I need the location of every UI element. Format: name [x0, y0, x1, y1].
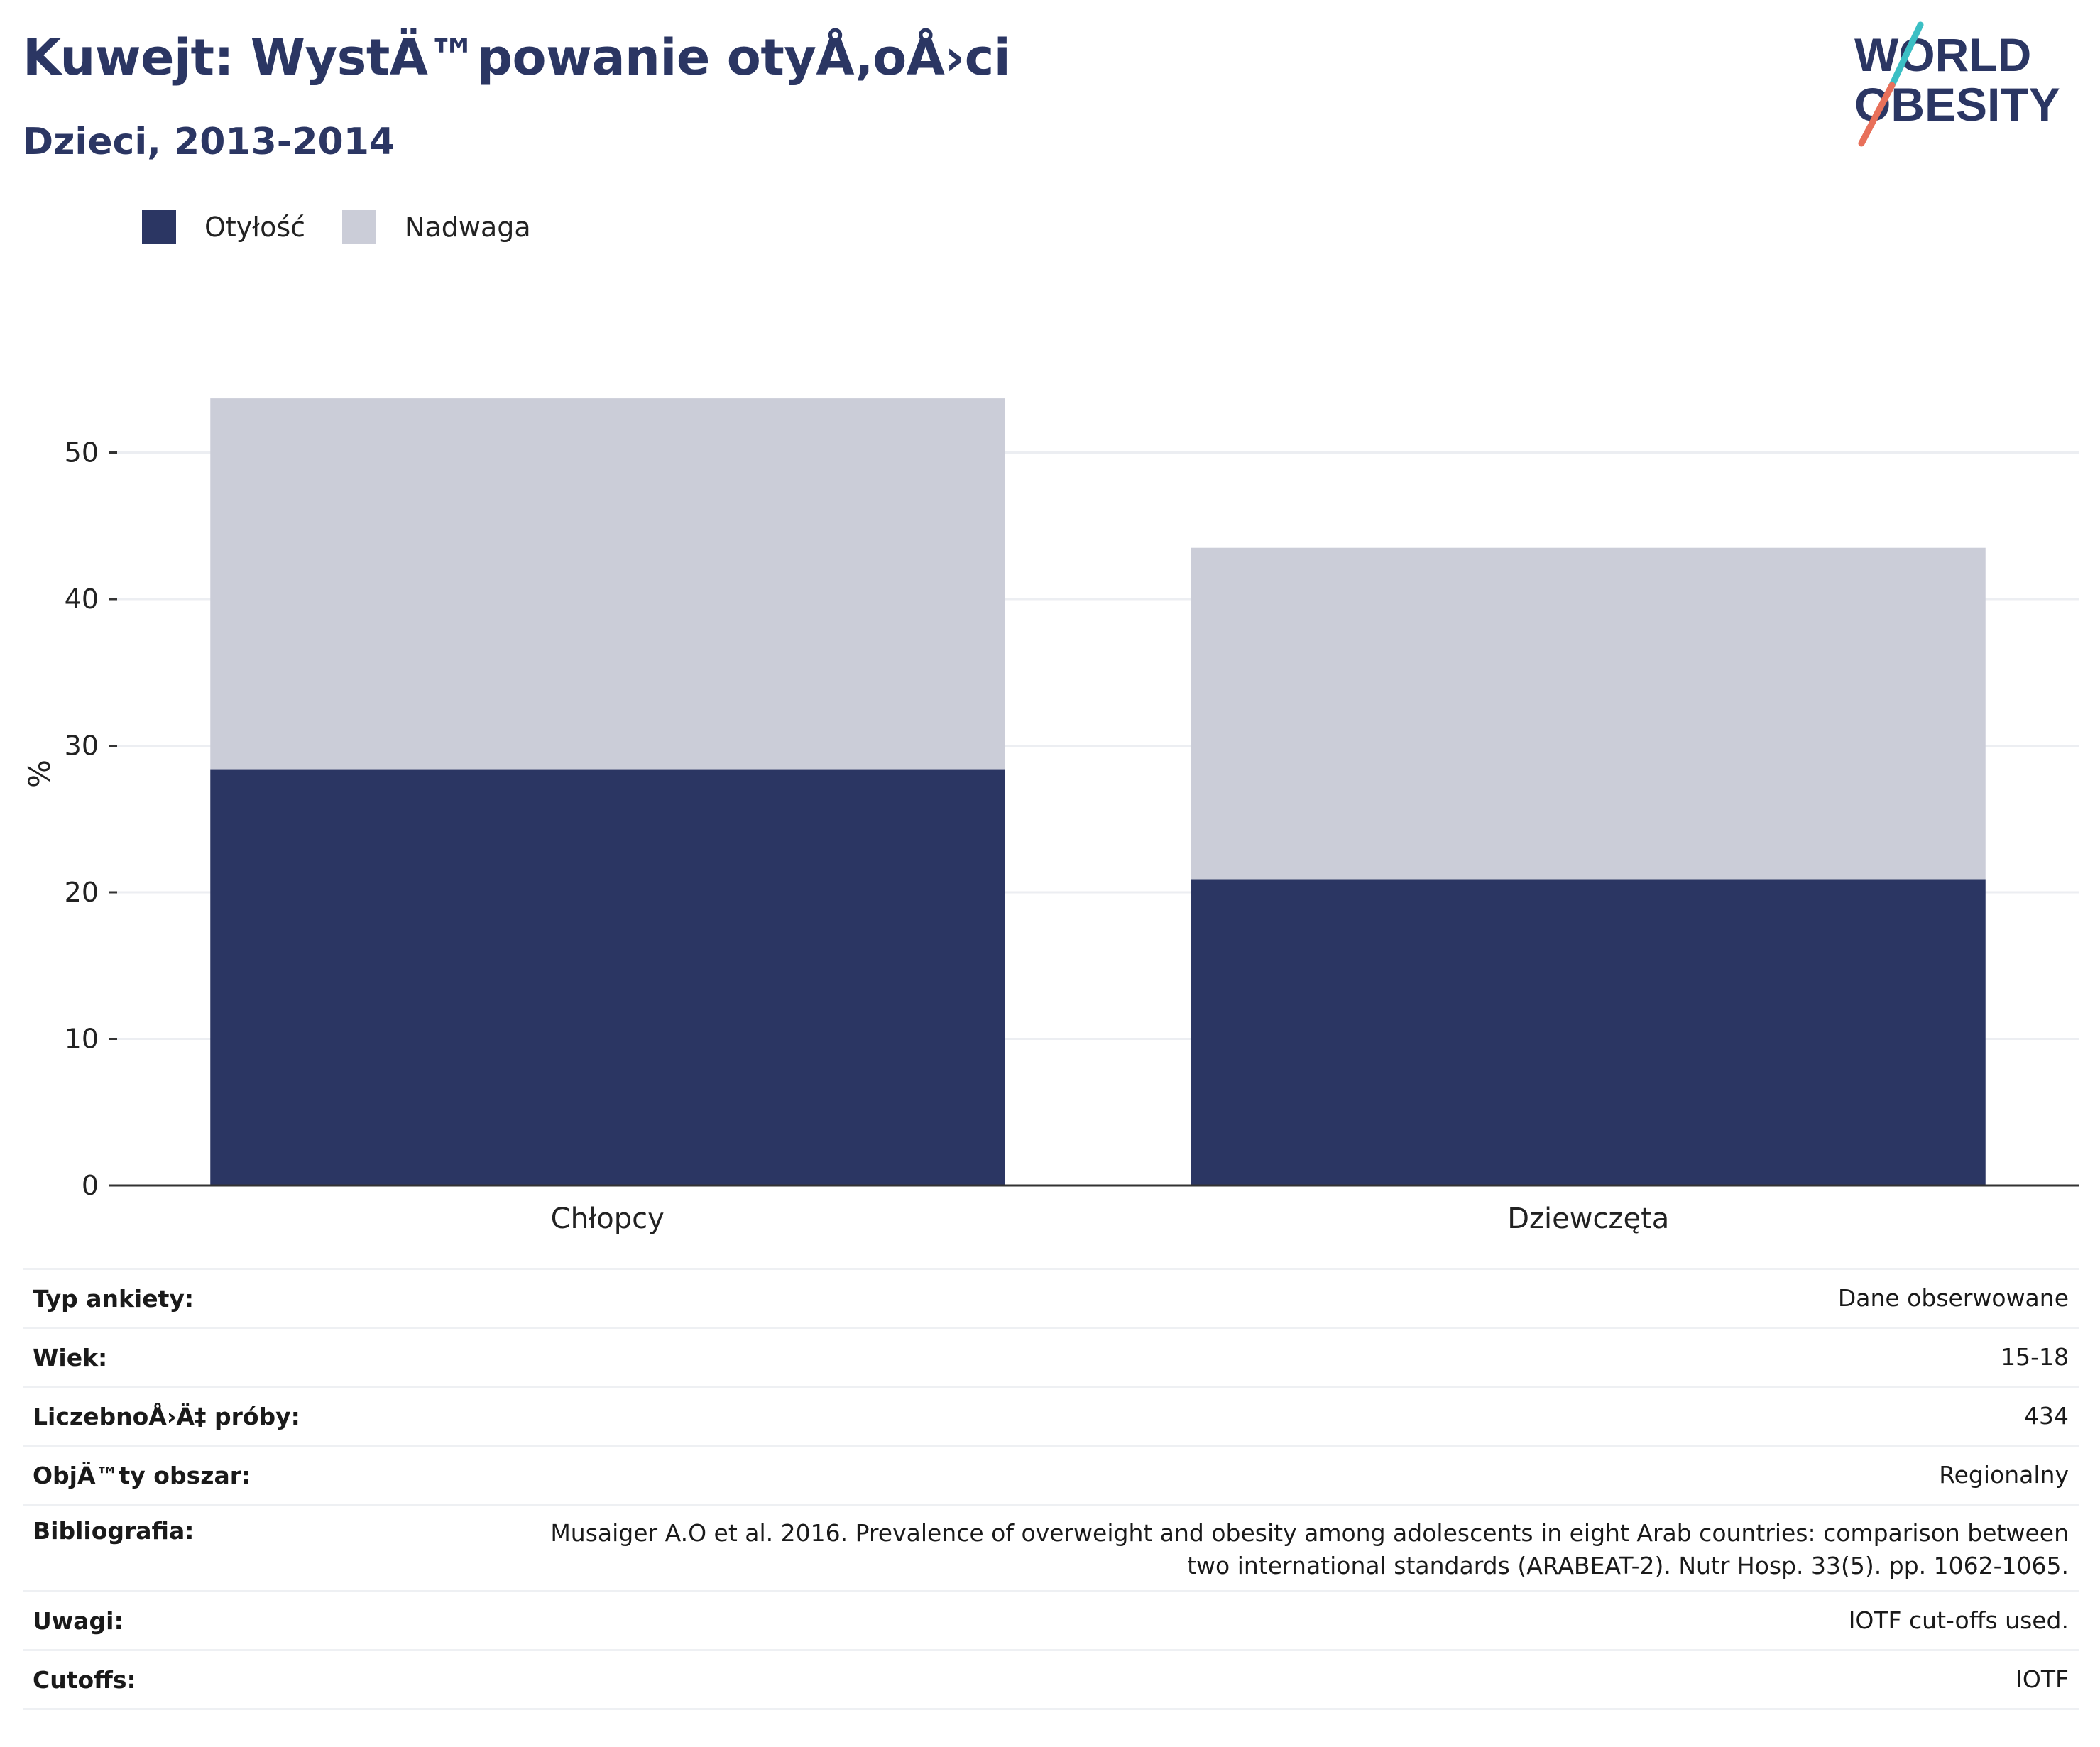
logo-slash-coral	[1858, 82, 1896, 147]
y-tick-label: 30	[65, 730, 99, 762]
x-tick-label: Chłopcy	[551, 1203, 665, 1235]
y-tick-label: 0	[82, 1170, 99, 1201]
legend-label-obesity: Otyłość	[204, 212, 306, 243]
meta-label: Wiek:	[33, 1343, 108, 1371]
meta-row-age: Wiek: 15-18	[23, 1327, 2079, 1386]
legend-item-overweight[interactable]: Nadwaga	[342, 210, 531, 244]
y-tick-label: 10	[65, 1024, 99, 1055]
legend-label-overweight: Nadwaga	[405, 212, 531, 243]
meta-label: ObjÄ™ty obszar:	[33, 1461, 251, 1489]
legend-swatch-overweight	[342, 210, 377, 244]
meta-label: LiczebnoÅ›Ä‡ próby:	[33, 1402, 300, 1430]
legend-swatch-obesity	[142, 210, 176, 244]
x-tick-label: Dziewczęta	[1507, 1203, 1669, 1235]
meta-label: Typ ankiety:	[33, 1284, 195, 1313]
meta-label: Cutoffs:	[33, 1665, 136, 1694]
legend-item-obesity[interactable]: Otyłość	[142, 210, 305, 244]
axis-layer: 0 10 20 30 40 50% Chłopcy Dziewczęta	[22, 437, 2079, 1235]
y-axis-label: %	[22, 760, 57, 788]
y-tick-label: 20	[65, 877, 99, 908]
chart-subtitle: Dzieci, 2013-2014	[23, 121, 395, 163]
bar-segment-overweight	[1191, 547, 1986, 880]
meta-row-cutoffs: Cutoffs: IOTF	[23, 1649, 2079, 1710]
logo-slash-teal	[1888, 21, 1924, 89]
meta-label: Uwagi:	[33, 1606, 124, 1635]
meta-value: IOTF cut-offs used.	[1848, 1606, 2069, 1634]
bar-segment-obesity	[210, 769, 1005, 1185]
y-tick-label: 50	[65, 437, 99, 469]
meta-row-sample-size: LiczebnoÅ›Ä‡ próby: 434	[23, 1386, 2079, 1445]
chart-legend: Otyłość Nadwaga	[142, 210, 568, 244]
bar-segment-obesity	[1191, 879, 1986, 1185]
meta-value: 434	[2024, 1402, 2069, 1430]
meta-row-bibliography: Bibliografia: Musaiger A.O et al. 2016. …	[23, 1504, 2079, 1590]
survey-metadata-table: Typ ankiety: Dane obserwowane Wiek: 15-1…	[23, 1268, 2079, 1710]
meta-value: Regionalny	[1939, 1461, 2069, 1489]
meta-row-notes: Uwagi: IOTF cut-offs used.	[23, 1590, 2079, 1649]
meta-value: Dane obserwowane	[1837, 1284, 2069, 1312]
bar-chart: 0 10 20 30 40 50% Chłopcy Dziewczęta	[22, 398, 2079, 1235]
meta-value: IOTF	[2016, 1665, 2069, 1693]
logo-line-world: WORLD	[1854, 28, 2031, 81]
meta-row-survey-type: Typ ankiety: Dane obserwowane	[23, 1268, 2079, 1327]
chart-title: Kuwejt: WystÄ™powanie otyÅ‚oÅ›ci	[23, 28, 1011, 87]
y-tick-label: 40	[65, 584, 99, 615]
meta-row-area-covered: ObjÄ™ty obszar: Regionalny	[23, 1445, 2079, 1504]
world-obesity-logo: WORLD OBESITY	[1854, 21, 2060, 147]
bar-layer	[210, 398, 1986, 1185]
meta-value: 15-18	[2001, 1343, 2069, 1371]
bar-segment-overweight	[210, 398, 1005, 770]
meta-value: Musaiger A.O et al. 2016. Prevalence of …	[550, 1519, 2069, 1579]
meta-label: Bibliografia:	[33, 1517, 195, 1545]
